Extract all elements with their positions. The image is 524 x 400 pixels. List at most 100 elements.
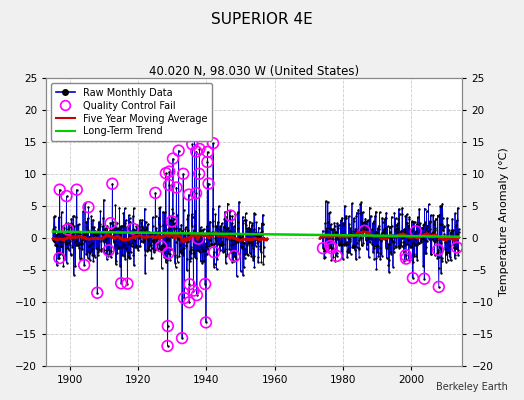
- Point: [239, 220, 247, 226]
- Point: [412, 253, 420, 259]
- Point: [106, 220, 115, 226]
- Point: [59, 252, 67, 258]
- Point: [447, 228, 455, 235]
- Point: [448, 233, 456, 240]
- Point: [154, 234, 162, 240]
- Point: [99, 235, 107, 241]
- Point: [193, 234, 202, 240]
- Point: [222, 252, 230, 259]
- Point: [386, 224, 394, 230]
- Point: [367, 236, 375, 242]
- Point: [232, 256, 240, 262]
- Point: [362, 226, 370, 232]
- Point: [354, 226, 362, 232]
- Point: [191, 254, 199, 261]
- Point: [102, 236, 110, 242]
- Point: [55, 255, 63, 261]
- Point: [71, 234, 79, 240]
- Point: [180, 232, 189, 238]
- Point: [231, 253, 239, 260]
- Point: [235, 250, 243, 257]
- Point: [381, 225, 389, 231]
- Point: [377, 238, 386, 244]
- Point: [338, 232, 346, 238]
- Point: [67, 252, 75, 258]
- Point: [51, 241, 59, 248]
- Point: [429, 228, 438, 235]
- Point: [421, 250, 430, 256]
- Point: [137, 219, 146, 226]
- Point: [431, 226, 439, 233]
- Point: [185, 281, 194, 288]
- Point: [200, 236, 209, 242]
- Point: [332, 231, 341, 237]
- Point: [239, 272, 247, 278]
- Point: [217, 230, 226, 236]
- Point: [110, 224, 118, 230]
- Point: [319, 246, 328, 252]
- Point: [105, 234, 113, 240]
- Point: [328, 238, 336, 245]
- Point: [321, 248, 330, 254]
- Point: [85, 233, 93, 240]
- Point: [63, 244, 72, 251]
- Point: [131, 244, 139, 250]
- Point: [252, 229, 260, 236]
- Point: [397, 229, 405, 235]
- Point: [383, 255, 391, 261]
- Point: [442, 249, 451, 255]
- Point: [430, 218, 439, 224]
- Point: [344, 232, 353, 238]
- Point: [219, 230, 227, 236]
- Point: [202, 223, 211, 230]
- Point: [377, 230, 386, 236]
- Point: [107, 228, 116, 234]
- Point: [402, 256, 410, 262]
- Point: [371, 236, 379, 242]
- Point: [417, 238, 425, 245]
- Point: [52, 262, 61, 268]
- Point: [389, 244, 398, 251]
- Point: [136, 217, 144, 223]
- Point: [226, 242, 235, 248]
- Point: [57, 239, 66, 245]
- Point: [238, 238, 247, 245]
- Point: [176, 242, 184, 248]
- Point: [190, 128, 199, 134]
- Point: [415, 206, 423, 212]
- Point: [178, 228, 186, 234]
- Point: [402, 256, 410, 262]
- Point: [51, 227, 60, 234]
- Point: [334, 225, 342, 232]
- Point: [425, 219, 434, 226]
- Point: [89, 232, 97, 238]
- Point: [237, 235, 245, 242]
- Point: [338, 214, 346, 221]
- Point: [454, 252, 462, 258]
- Point: [213, 232, 221, 238]
- Point: [357, 199, 366, 206]
- Point: [351, 246, 359, 253]
- Point: [232, 238, 241, 245]
- Point: [188, 222, 196, 229]
- Point: [356, 232, 365, 238]
- Point: [110, 239, 118, 246]
- Point: [385, 224, 394, 230]
- Point: [434, 247, 442, 253]
- Point: [347, 231, 356, 237]
- Point: [57, 230, 65, 236]
- Point: [91, 253, 99, 260]
- Point: [342, 214, 350, 221]
- Point: [144, 246, 152, 253]
- Point: [111, 202, 119, 208]
- Point: [354, 206, 363, 213]
- Point: [375, 222, 383, 229]
- Point: [221, 246, 230, 252]
- Point: [382, 210, 390, 216]
- Point: [117, 280, 125, 286]
- Point: [431, 225, 439, 231]
- Point: [184, 227, 192, 233]
- Point: [428, 230, 436, 237]
- Point: [398, 229, 407, 235]
- Point: [424, 233, 432, 239]
